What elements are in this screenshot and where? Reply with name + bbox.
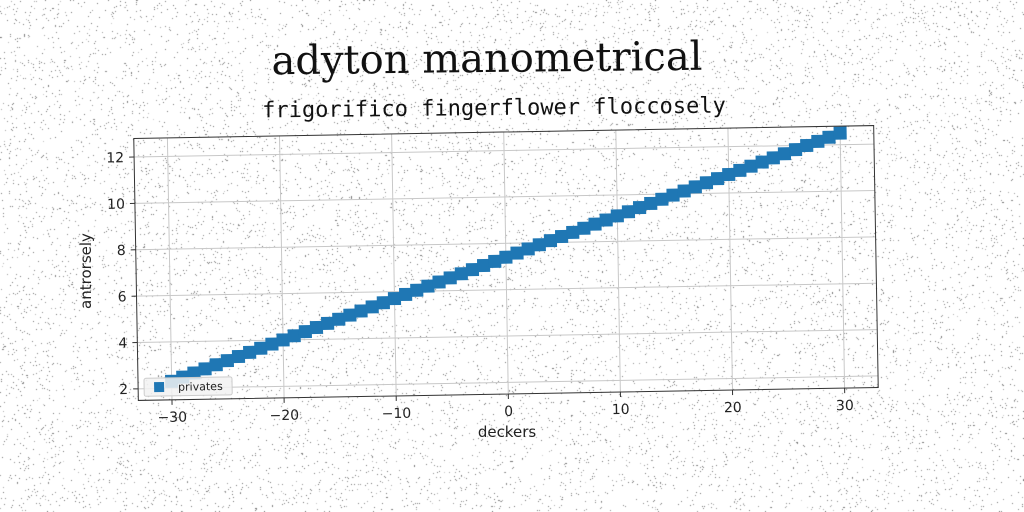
y-tick-label: 4 <box>118 336 127 352</box>
legend-label: privates <box>178 380 223 394</box>
data-point <box>209 358 223 372</box>
y-grid-line <box>137 329 878 343</box>
x-grid-line <box>839 126 846 389</box>
y-grid-line <box>136 282 877 297</box>
data-point <box>465 263 480 277</box>
data-point <box>365 300 379 314</box>
data-point <box>421 279 435 293</box>
data-point <box>510 246 524 260</box>
data-point <box>811 134 825 148</box>
data-point <box>688 180 702 194</box>
y-tick-label: 12 <box>106 150 124 166</box>
chart-subtitle: frigorifico fingerflower floccosely <box>262 94 726 124</box>
x-grid-line <box>615 130 621 393</box>
data-point <box>399 287 413 302</box>
data-point <box>198 362 212 376</box>
x-tick-label: −30 <box>157 410 187 427</box>
data-point <box>710 171 725 186</box>
data-point <box>298 325 312 339</box>
chart-title: adyton manometrical <box>271 34 702 85</box>
data-point <box>699 176 714 190</box>
data-point <box>644 196 658 211</box>
data-point <box>621 205 636 219</box>
data-point <box>488 254 502 268</box>
y-grid-line <box>134 143 874 158</box>
data-point <box>755 155 769 169</box>
data-point <box>543 234 558 248</box>
data-point <box>387 291 402 306</box>
data-point <box>599 213 613 227</box>
data-point <box>577 221 591 235</box>
data-point <box>432 275 446 289</box>
data-point <box>632 200 647 215</box>
x-tick-label: −10 <box>382 406 412 423</box>
data-point <box>532 238 546 252</box>
data-point <box>454 267 468 281</box>
x-tick-label: 30 <box>836 398 854 414</box>
data-point <box>677 184 691 198</box>
y-grid-line <box>135 236 876 251</box>
data-point <box>276 333 290 347</box>
data-point <box>287 329 301 343</box>
data-point <box>733 163 747 177</box>
y-tick-label: 6 <box>117 289 126 305</box>
plot-area: −30 −20 −10 0 10 20 30 2 4 6 8 10 12 privates <box>106 125 879 427</box>
data-point <box>254 341 268 355</box>
x-tick-label: 0 <box>504 404 513 420</box>
data-point <box>833 126 847 140</box>
y-tick-label: 2 <box>119 382 128 398</box>
data-point <box>777 147 792 161</box>
x-axis-label: deckers <box>478 423 537 441</box>
data-point <box>243 345 257 359</box>
data-point <box>566 225 580 239</box>
x-grid-line <box>279 135 285 398</box>
legend-marker <box>154 381 165 393</box>
data-point <box>655 192 669 206</box>
data-point <box>744 159 758 173</box>
data-point <box>309 320 324 335</box>
data-point <box>722 167 736 182</box>
data-point <box>666 188 680 202</box>
data-point <box>332 312 346 326</box>
y-tick-label: 8 <box>117 243 126 259</box>
x-grid-line <box>166 137 173 400</box>
data-point <box>610 209 624 223</box>
data-point <box>265 337 279 351</box>
data-point <box>477 258 491 273</box>
y-axis-label: antrorsely <box>77 233 95 309</box>
x-tick-label: 20 <box>724 400 742 416</box>
data-point <box>376 296 390 310</box>
x-grid-line <box>391 133 397 396</box>
data-point <box>554 229 569 244</box>
data-point <box>187 366 201 380</box>
data-point <box>588 217 602 231</box>
data-point <box>499 250 513 264</box>
x-grid-line <box>727 128 733 391</box>
data-point <box>231 349 246 364</box>
data-point <box>521 242 535 256</box>
data-point <box>354 304 368 318</box>
y-tick-label: 10 <box>107 197 125 213</box>
data-point <box>321 316 335 331</box>
data-point <box>410 283 424 297</box>
data-point <box>800 138 814 153</box>
x-tick-label: 10 <box>612 402 630 418</box>
y-grid-line <box>138 375 879 390</box>
data-point <box>343 308 357 322</box>
legend-box <box>143 376 233 397</box>
data-point <box>766 151 780 165</box>
data-point <box>822 130 836 144</box>
y-grid-line <box>134 189 875 204</box>
data-point <box>220 354 234 368</box>
data-point <box>788 143 803 157</box>
data-point <box>443 271 457 285</box>
x-tick-label: −20 <box>269 408 299 425</box>
